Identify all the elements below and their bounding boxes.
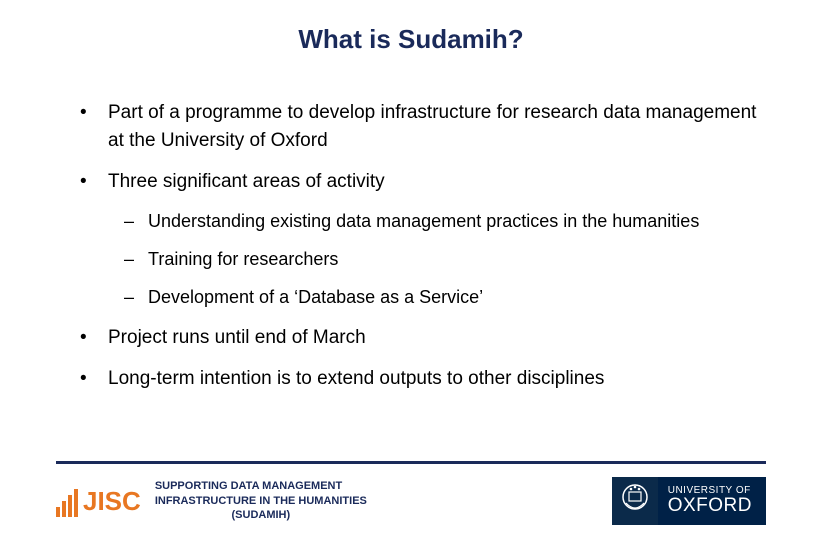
footer-left: JISC SUPPORTING DATA MANAGEMENT INFRASTR… (56, 479, 367, 524)
footer-row: JISC SUPPORTING DATA MANAGEMENT INFRASTR… (56, 474, 766, 528)
bullet-item: Three significant areas of activity Unde… (108, 168, 762, 310)
bullet-item: Project runs until end of March (108, 324, 762, 352)
sub-bullet-text: Understanding existing data management p… (148, 211, 699, 231)
oxford-text: UNIVERSITY OF OXFORD (658, 477, 766, 525)
bullet-text: Three significant areas of activity (108, 171, 385, 192)
sub-bullet-item: Understanding existing data management p… (148, 208, 762, 234)
bullet-list: Part of a programme to develop infrastru… (60, 99, 762, 393)
bullet-text: Long-term intention is to extend outputs… (108, 368, 604, 389)
support-line1: SUPPORTING DATA MANAGEMENT (155, 479, 367, 494)
sub-bullet-item: Development of a ‘Database as a Service’ (148, 284, 762, 310)
sub-bullet-item: Training for researchers (148, 246, 762, 272)
oxford-logo: UNIVERSITY OF OXFORD (612, 477, 766, 525)
footer-divider (56, 461, 766, 464)
support-line3: (SUDAMIH) (155, 508, 367, 523)
jisc-wordmark: JISC (83, 486, 141, 517)
sub-bullet-text: Training for researchers (148, 249, 338, 269)
bullet-text: Project runs until end of March (108, 327, 366, 348)
bullet-text: Part of a programme to develop infrastru… (108, 102, 756, 151)
bullet-item: Long-term intention is to extend outputs… (108, 365, 762, 393)
footer: JISC SUPPORTING DATA MANAGEMENT INFRASTR… (0, 461, 822, 528)
sub-bullet-list: Understanding existing data management p… (108, 208, 762, 310)
slide-title: What is Sudamih? (60, 24, 762, 55)
slide: What is Sudamih? Part of a programme to … (0, 0, 822, 540)
support-text: SUPPORTING DATA MANAGEMENT INFRASTRUCTUR… (155, 479, 367, 524)
jisc-bars-icon (56, 489, 78, 517)
oxford-crest-icon (612, 477, 658, 525)
bullet-item: Part of a programme to develop infrastru… (108, 99, 762, 154)
support-line2: INFRASTRUCTURE IN THE HUMANITIES (155, 494, 367, 509)
jisc-logo: JISC (56, 486, 141, 517)
oxford-line2: OXFORD (668, 496, 752, 517)
sub-bullet-text: Development of a ‘Database as a Service’ (148, 287, 483, 307)
